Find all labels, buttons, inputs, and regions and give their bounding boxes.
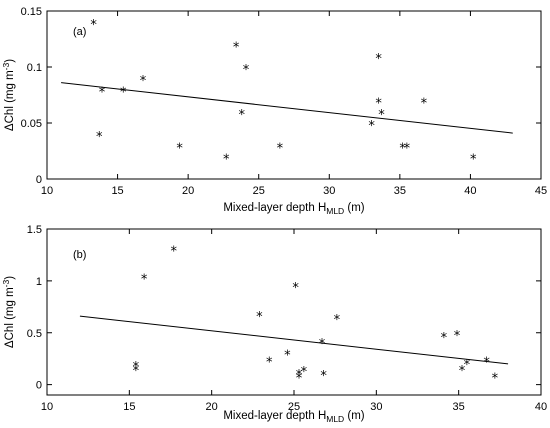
trend-line: [79, 315, 509, 365]
data-point: *: [296, 371, 303, 386]
x-tick-label: 45: [535, 185, 547, 197]
data-point: *: [120, 85, 127, 100]
data-point: *: [375, 97, 382, 112]
y-tick-label: 0.5: [27, 328, 42, 340]
x-tick-label: 30: [323, 185, 335, 197]
data-point: *: [223, 153, 230, 168]
data-point: *: [368, 119, 375, 134]
x-tick-label: 40: [464, 185, 476, 197]
y-axis-label-a: ΔChl (mg m-3): [1, 59, 16, 131]
data-point: *: [277, 141, 284, 156]
x-tick-label: 25: [253, 185, 265, 197]
plot-frame-a: [46, 10, 542, 180]
data-point: *: [454, 329, 461, 344]
x-tick-label: 35: [394, 185, 406, 197]
data-layer-a: *** ****************: [61, 18, 513, 168]
data-point: *: [96, 130, 103, 145]
data-point: *: [296, 368, 303, 383]
data-point: *: [334, 313, 341, 328]
data-point: *: [133, 364, 140, 379]
data-point: *: [470, 153, 477, 168]
data-point: *: [459, 364, 466, 379]
data-point: *: [141, 273, 148, 288]
ticks-b: 10 15 20 25 30 35 40 0 0.5 1 1.5: [27, 224, 547, 413]
y-tick-label: 1: [36, 276, 42, 288]
data-point: *: [421, 97, 428, 112]
data-point: *: [483, 356, 490, 371]
data-point: *: [375, 52, 382, 67]
data-point: *: [320, 369, 327, 384]
x-tick-label: 10: [41, 401, 53, 413]
panel-label-a: (a): [73, 26, 86, 38]
x-tick-label: 15: [123, 401, 135, 413]
x-tick-label: 30: [370, 401, 382, 413]
x-axis-label-a: Mixed-layer depth HMLD (m): [223, 202, 364, 216]
x-axis-label-b: Mixed-layer depth HMLD (m): [223, 410, 364, 424]
data-point: *: [140, 74, 147, 89]
data-point: *: [441, 331, 448, 346]
y-tick-label: 1.5: [27, 224, 42, 236]
data-layer-b: ****** ********* *** **: [79, 245, 509, 386]
panel-label-b: (b): [73, 249, 86, 261]
data-point: *: [319, 337, 326, 352]
x-tick-label: 25: [288, 401, 300, 413]
data-point: *: [266, 356, 273, 371]
data-point: *: [256, 310, 263, 325]
data-point: *: [133, 360, 140, 375]
data-point: *: [301, 365, 308, 380]
x-tick-label: 40: [535, 401, 547, 413]
y-tick-label: 0.15: [21, 6, 42, 18]
data-point: *: [171, 245, 178, 260]
data-point: *: [378, 108, 385, 123]
x-tick-label: 20: [206, 401, 218, 413]
y-tick-label: 0.05: [21, 118, 42, 130]
x-tick-label: 10: [41, 185, 53, 197]
x-tick-label: 35: [453, 401, 465, 413]
data-point: *: [492, 371, 499, 386]
x-tick-label: 20: [182, 185, 194, 197]
data-point: *: [239, 108, 246, 123]
data-point: *: [284, 348, 291, 363]
data-point: *: [233, 41, 240, 56]
data-point: *: [399, 141, 406, 156]
x-tick-label: 15: [111, 185, 123, 197]
data-point: *: [404, 141, 411, 156]
trend-line: [61, 82, 513, 134]
data-point: *: [176, 141, 183, 156]
y-axis-label-b: ΔChl (mg m-3): [1, 276, 16, 348]
data-point: *: [464, 358, 471, 373]
y-tick-label: 0: [36, 380, 42, 392]
y-tick-label: 0: [36, 174, 42, 186]
ticks-a: 10 15 20 25 30 35 40 45 0 0.05 0.1 0.15: [21, 6, 548, 197]
data-point: *: [90, 18, 97, 33]
data-point: *: [99, 85, 106, 100]
data-point: *: [292, 281, 299, 296]
y-tick-label: 0.1: [27, 62, 42, 74]
data-point: *: [243, 63, 250, 78]
